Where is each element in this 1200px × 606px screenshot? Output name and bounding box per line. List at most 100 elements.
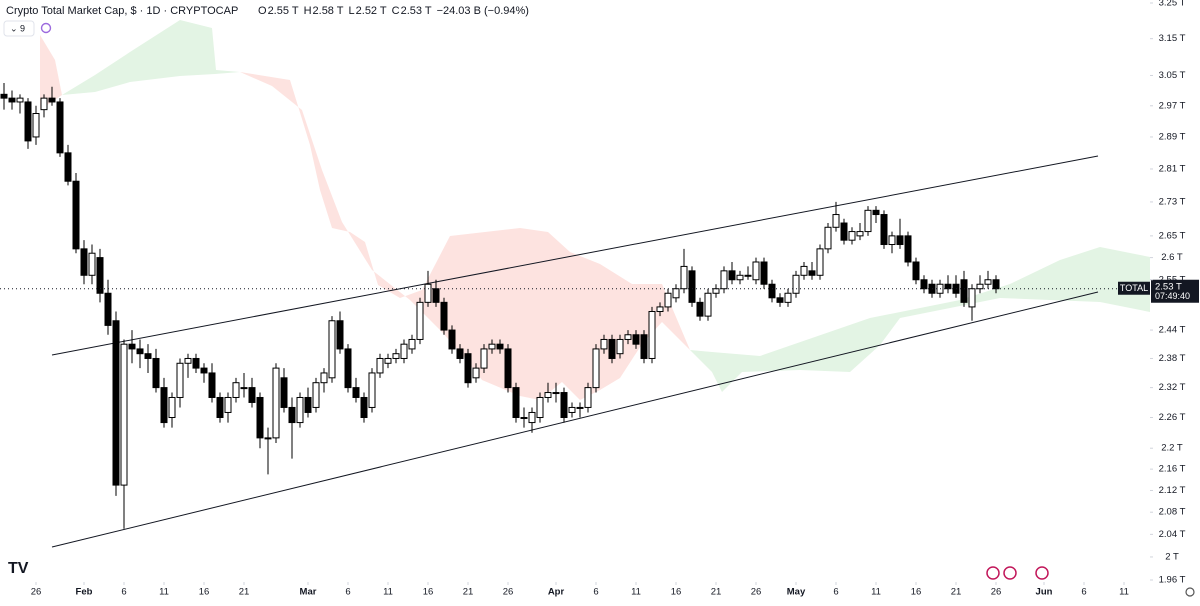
candle-body	[368, 372, 376, 408]
candle-body	[24, 101, 32, 142]
candle-body	[8, 97, 16, 103]
legend-key: C	[392, 5, 400, 17]
candle-body	[480, 348, 488, 369]
candle-body	[88, 252, 96, 276]
x-tick-label: May	[787, 587, 806, 598]
event-icon[interactable]	[986, 566, 1000, 580]
trendline-lower	[51, 291, 1099, 548]
candle-body	[800, 265, 808, 276]
candle-body	[576, 406, 584, 409]
candle-body	[240, 387, 248, 390]
x-tick-label: 11	[631, 587, 641, 598]
candle-body	[912, 261, 920, 281]
y-tick-label: 2.26 T	[1159, 412, 1186, 423]
price-tag-value: 2.53 T	[1155, 281, 1182, 292]
y-tick-label: 1.96 T	[1159, 575, 1186, 586]
y-tick-label: 3.05 T	[1159, 70, 1186, 81]
legend-value: 2.53 T	[401, 5, 432, 17]
trendline-upper	[51, 155, 1099, 356]
candle-body	[816, 248, 824, 276]
candle-body	[792, 274, 800, 294]
candle-body	[488, 343, 496, 350]
x-tick-label: 16	[423, 587, 434, 598]
event-icon[interactable]	[1003, 566, 1017, 580]
series-name: TOTAL	[1120, 283, 1148, 293]
candle-body	[120, 343, 128, 486]
candle-body	[160, 387, 168, 424]
candle-body	[824, 226, 832, 250]
candle-body	[728, 270, 736, 281]
candle-body	[880, 214, 888, 246]
x-tick-label: 26	[31, 587, 42, 598]
candle-body	[192, 357, 200, 369]
y-tick-label: 2.65 T	[1159, 230, 1186, 241]
candle-body	[56, 101, 64, 154]
legend-value: 2.55 T	[268, 5, 299, 17]
candle-body	[352, 387, 360, 398]
candle-body	[520, 417, 528, 420]
settings-icon[interactable]	[1185, 587, 1195, 597]
candle-body	[704, 292, 712, 317]
candle-body	[376, 357, 384, 374]
candle-body	[280, 377, 288, 408]
y-tick-label: 2.97 T	[1159, 100, 1186, 111]
event-icon[interactable]	[1035, 566, 1049, 580]
legend-key: L	[349, 5, 355, 17]
candle-body	[968, 288, 976, 308]
candle-body	[560, 392, 568, 419]
candle-body	[720, 270, 728, 290]
chart-title: Crypto Total Market Cap, $ · 1D · CRYPTO…	[6, 5, 238, 17]
candle-body	[432, 288, 440, 303]
candle-body	[304, 396, 312, 413]
sync-icon[interactable]	[40, 22, 52, 34]
candle-body	[752, 261, 760, 281]
legend-change: −24.03 B (−0.94%)	[437, 5, 529, 17]
x-tick-label: 16	[911, 587, 922, 598]
candle-body	[944, 283, 952, 290]
candle-body	[544, 392, 552, 398]
candle-body	[840, 222, 848, 241]
candle-body	[904, 235, 912, 263]
candle-body	[568, 406, 576, 413]
x-tick-label: 6	[593, 587, 598, 598]
cloud-bullish	[62, 20, 240, 95]
y-tick-label: 3.25 T	[1159, 0, 1186, 9]
legend-value: 2.52 T	[356, 5, 387, 17]
candle-body	[168, 396, 176, 419]
indicators-toggle[interactable]: ⌄ 9	[3, 20, 35, 37]
indicator-count: 9	[20, 23, 25, 33]
candle-body	[640, 334, 648, 359]
candle-body	[384, 357, 392, 364]
candle-body	[512, 387, 520, 419]
x-tick-label: 21	[711, 587, 722, 598]
cloud-bearish	[240, 72, 690, 400]
legend-value: 2.58 T	[313, 5, 344, 17]
candle-body	[320, 372, 328, 384]
candle-body	[776, 297, 784, 303]
candle-body	[496, 343, 504, 350]
candle-body	[184, 357, 192, 364]
y-tick-label: 2.12 T	[1159, 485, 1186, 496]
candle-body	[456, 348, 464, 359]
candle-body	[712, 288, 720, 294]
candle-body	[176, 362, 184, 398]
candle-body	[144, 353, 152, 359]
x-tick-label: Feb	[76, 587, 93, 598]
candle-body	[688, 270, 696, 303]
x-tick-label: 16	[199, 587, 210, 598]
candle-body	[360, 396, 368, 419]
x-tick-label: 16	[671, 587, 682, 598]
y-tick-label: 2.2 T	[1161, 443, 1183, 454]
candle-body	[736, 274, 744, 281]
candle-body	[328, 320, 336, 379]
x-tick-label: 11	[159, 587, 169, 598]
x-tick-label: Mar	[300, 587, 317, 598]
cloud-bullish	[690, 247, 1150, 392]
candle-body	[768, 283, 776, 299]
candle-body	[400, 343, 408, 359]
x-tick-label: 11	[383, 587, 393, 598]
candle-body	[264, 437, 272, 440]
legend-key: O	[258, 5, 267, 17]
candle-body	[408, 338, 416, 350]
y-tick-label: 2 T	[1165, 551, 1179, 562]
